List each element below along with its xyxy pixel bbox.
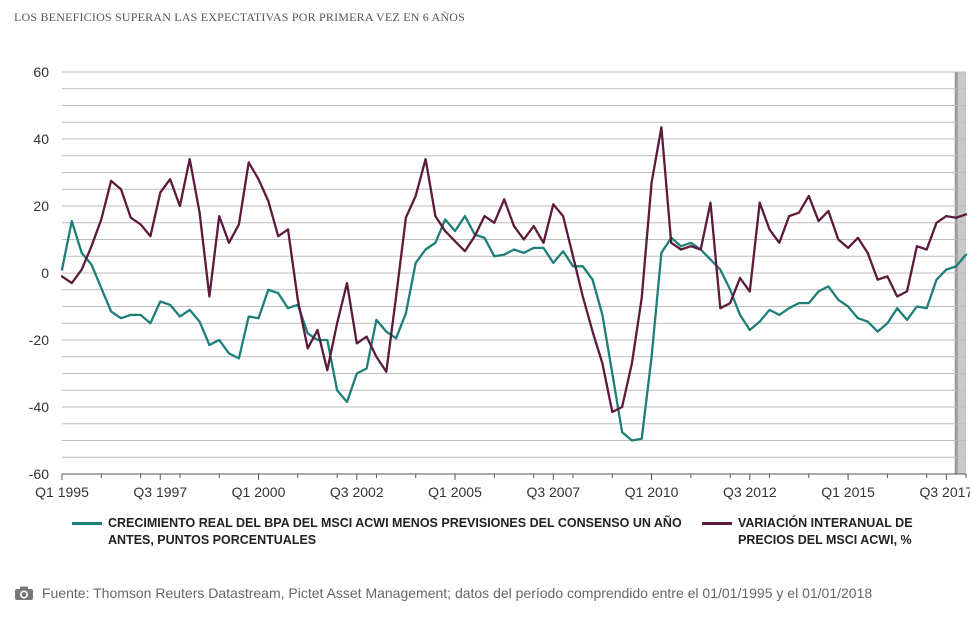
x-tick-label: Q1 2000 xyxy=(232,484,286,500)
y-tick-label: 20 xyxy=(33,198,49,214)
series-line-eps xyxy=(60,214,968,442)
camera-icon xyxy=(15,586,33,600)
y-tick-label: 60 xyxy=(33,64,49,80)
x-tick-label: Q3 2012 xyxy=(723,484,777,500)
x-tick-label: Q1 1995 xyxy=(35,484,89,500)
legend-item-eps: CRECIMIENTO REAL DEL BPA DEL MSCI ACWI M… xyxy=(72,515,692,549)
x-tick-label: Q3 2002 xyxy=(330,484,384,500)
source-text: Fuente: Thomson Reuters Datastream, Pict… xyxy=(42,585,873,601)
x-tick-label: Q1 2015 xyxy=(821,484,875,500)
legend-item-price: VARIACIÓN INTERANUAL DE PRECIOS DEL MSCI… xyxy=(702,515,952,549)
x-tick-label: Q3 2017 xyxy=(919,484,970,500)
legend-swatch-price xyxy=(702,522,732,525)
y-tick-label: -60 xyxy=(29,466,49,482)
x-tick-label: Q3 2007 xyxy=(526,484,580,500)
chart-title: LOS BENEFICIOS SUPERAN LAS EXPECTATIVAS … xyxy=(14,10,465,24)
legend-label-eps: CRECIMIENTO REAL DEL BPA DEL MSCI ACWI M… xyxy=(108,516,682,547)
legend-swatch-eps xyxy=(72,522,102,525)
y-tick-label: 0 xyxy=(41,265,49,281)
x-tick-label: Q1 2005 xyxy=(428,484,482,500)
x-tick-label: Q1 2010 xyxy=(625,484,679,500)
y-tick-label: -20 xyxy=(29,332,49,348)
source-note: Fuente: Thomson Reuters Datastream, Pict… xyxy=(14,585,872,601)
series-line-price xyxy=(60,126,968,414)
legend-label-price: VARIACIÓN INTERANUAL DE PRECIOS DEL MSCI… xyxy=(738,516,913,547)
y-tick-label: -40 xyxy=(29,399,49,415)
y-tick-label: 40 xyxy=(33,131,49,147)
x-tick-label: Q3 1997 xyxy=(133,484,187,500)
